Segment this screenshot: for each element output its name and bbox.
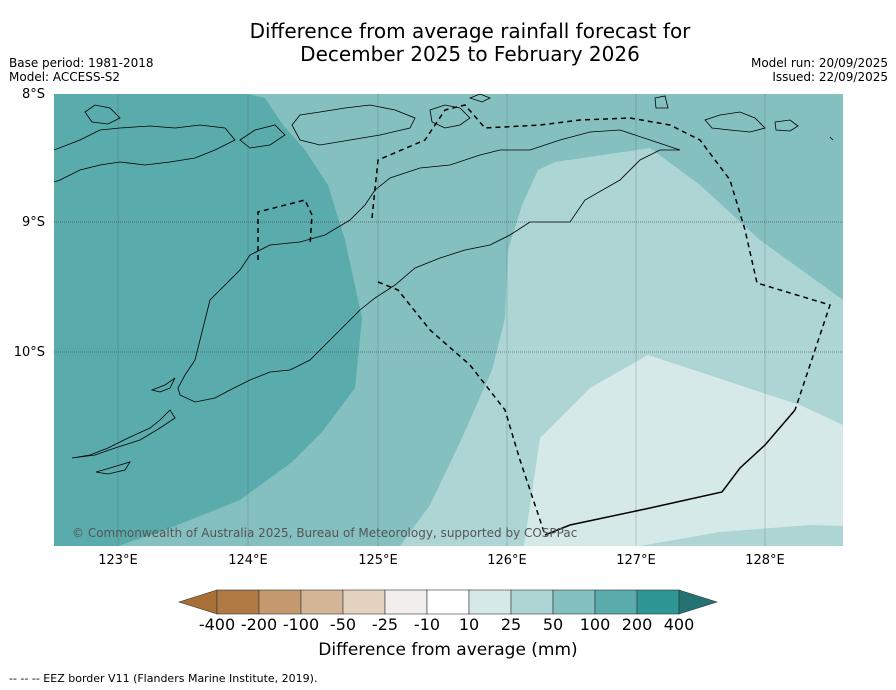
eez-border-solid [544, 409, 796, 536]
colorbar-cell [510, 589, 554, 615]
footnote: -- -- -- EEZ border V11 (Flanders Marine… [9, 672, 318, 685]
rainfall-map [54, 94, 843, 546]
lon-label-124e: 124°E [228, 553, 268, 568]
colorbar-cell [552, 589, 596, 615]
graticule [117, 94, 766, 546]
copyright-notice: © Commonwealth of Australia 2025, Bureau… [72, 526, 578, 540]
colorbar-cell [216, 589, 260, 615]
cbar-tick: -10 [413, 615, 441, 634]
cbar-tick: 200 [621, 615, 653, 634]
colorbar [178, 589, 718, 615]
cbar-tick: 400 [663, 615, 695, 634]
base-period: Base period: 1981-2018 [9, 56, 154, 70]
region-10-25 [524, 355, 843, 546]
colorbar-extend-low [178, 589, 218, 615]
title-line-1: Difference from average rainfall forecas… [249, 19, 691, 43]
lat-label-9s: 9°S [21, 215, 45, 230]
cbar-tick: -25 [371, 615, 399, 634]
lon-label-127e: 127°E [616, 553, 656, 568]
colorbar-cell [300, 589, 344, 615]
cbar-tick: -400 [198, 615, 236, 634]
model-name: Model: ACCESS-S2 [9, 70, 121, 84]
cbar-tick: 25 [500, 615, 522, 634]
metadata-left: Base period: 1981-2018 Model: ACCESS-S2 [9, 56, 154, 84]
eez-border [257, 104, 831, 536]
colorbar-cell [636, 589, 680, 615]
cbar-tick: -100 [282, 615, 320, 634]
title-line-2: December 2025 to February 2026 [300, 42, 640, 66]
colorbar-cell [342, 589, 386, 615]
colorbar-label: Difference from average (mm) [318, 640, 578, 660]
lon-label-125e: 125°E [358, 553, 398, 568]
colorbar-cell [384, 589, 428, 615]
colorbar-cell [468, 589, 512, 615]
colorbar-extend-high [678, 589, 718, 615]
metadata-right: Model run: 20/09/2025 Issued: 22/09/2025 [751, 56, 888, 84]
lat-label-8s: 8°S [21, 87, 45, 102]
map-title: Difference from average rainfall forecas… [0, 20, 896, 66]
cbar-tick: 100 [579, 615, 611, 634]
colorbar-cell [258, 589, 302, 615]
model-run: Model run: 20/09/2025 [750, 56, 888, 70]
lon-label-128e: 128°E [745, 553, 785, 568]
cbar-tick: -200 [240, 615, 278, 634]
latitude-lines [54, 221, 843, 353]
cbar-tick: 50 [542, 615, 564, 634]
cbar-tick: -50 [329, 615, 357, 634]
cbar-tick: 10 [458, 615, 480, 634]
colorbar-cell [594, 589, 638, 615]
coastlines [54, 94, 834, 475]
lon-label-123e: 123°E [98, 553, 138, 568]
lon-label-126e: 126°E [487, 553, 527, 568]
issued-date: Issued: 22/09/2025 [772, 70, 888, 84]
lat-label-10s: 10°S [13, 345, 45, 360]
colorbar-cell [426, 589, 470, 615]
